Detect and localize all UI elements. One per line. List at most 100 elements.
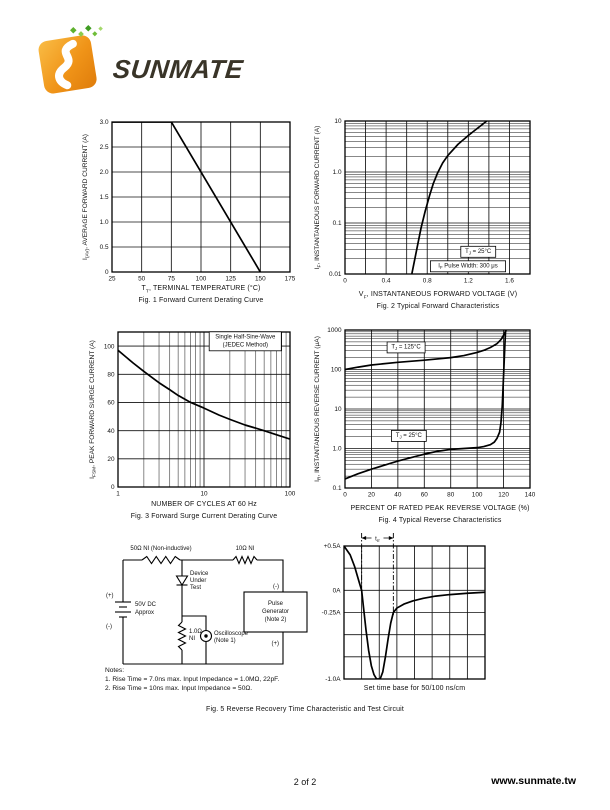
fig1-caption: Fig. 1 Forward Current Derating Curve: [138, 297, 264, 304]
pulse-generator-box: [243, 591, 308, 633]
oscilloscope-label-2: (Note 1): [214, 638, 236, 644]
svg-text:3.0: 3.0: [100, 119, 109, 126]
svg-text:40: 40: [107, 428, 115, 435]
svg-text:IF, INSTANTANEOUS FORWARD CURR: IF, INSTANTANEOUS FORWARD CURRENT (A): [314, 126, 323, 270]
fig2-typical-forward-characteristics-chart: 0 0.4 0.8 1.2 1.6 0.01 0.1 1.0 10 IF, INSTANTANEO…: [314, 118, 531, 285]
fig3-caption: Fig. 3 Forward Surge Current Derating Cu…: [130, 513, 278, 520]
svg-text:100: 100: [331, 367, 342, 374]
svg-text:TJ = 25°C: TJ = 25°C: [396, 433, 423, 440]
resistor-10ohm-label: 10Ω NI: [236, 546, 255, 552]
svg-text:0: 0: [105, 269, 109, 276]
svg-text:1.5: 1.5: [100, 194, 109, 201]
svg-text:100: 100: [472, 492, 483, 499]
svg-text:25: 25: [108, 276, 116, 283]
resistor-1ohm-icon: [177, 621, 187, 651]
note-1: 1. Rise Time = 7.0ns max. Input Impedanc…: [105, 676, 280, 683]
oscilloscope-label-1: Oscilloscope: [214, 631, 249, 637]
svg-text:20: 20: [368, 492, 376, 499]
resistor-10ohm-icon: [232, 555, 258, 565]
fig5-test-circuit-diagram: 50Ω NI (Non-inductive) 10Ω NI (+) (-) 50…: [106, 546, 308, 665]
battery-icon: [115, 601, 131, 618]
svg-text:1.2: 1.2: [464, 278, 473, 285]
fig3-x-axis-label: NUMBER OF CYCLES AT 60 Hz: [151, 501, 257, 508]
battery-plus-label: (+): [106, 593, 114, 599]
svg-text:100: 100: [285, 491, 296, 498]
fig4-caption: Fig. 4 Typical Reverse Characteristics: [378, 517, 502, 524]
pulse-generator-label-1: Pulse: [268, 601, 284, 607]
fig2-x-axis-label: VF, INSTANTANEOUS FORWARD VOLTAGE (V): [358, 291, 518, 301]
dut-label-2: Under: [190, 578, 206, 584]
sunmate-logo-svg: SUNMATE: [38, 25, 246, 94]
svg-text:20: 20: [107, 456, 115, 463]
fig4-x-axis-label: PERCENT OF RATED PEAK REVERSE VOLTAGE (%…: [350, 505, 530, 512]
svg-text:IFSM, PEAK FORWARD SURGE CURRE: IFSM, PEAK FORWARD SURGE CURRENT (A): [89, 340, 98, 479]
svg-text:100: 100: [104, 343, 115, 350]
fig5-recovery-waveform-chart: +0.5A 0A -0.25A -1.0A trr: [322, 533, 486, 683]
sunmate-logo: SUNMATE: [30, 22, 290, 96]
svg-text:I(AV), AVERAGE FORWARD CURRENT: I(AV), AVERAGE FORWARD CURRENT (A): [82, 134, 91, 260]
pulse-generator-label-3: (Note 2): [265, 617, 287, 623]
svg-text:1.0: 1.0: [333, 169, 342, 176]
svg-text:1: 1: [116, 491, 120, 498]
resistor-50ohm-icon: [141, 555, 181, 565]
svg-text:2.5: 2.5: [100, 144, 109, 151]
svg-text:0: 0: [343, 492, 347, 499]
svg-text:10: 10: [334, 406, 342, 413]
svg-text:Single Half-Sine-Wave: Single Half-Sine-Wave: [215, 334, 276, 340]
svg-text:1.6: 1.6: [505, 278, 514, 285]
svg-text:0.1: 0.1: [333, 220, 342, 227]
svg-text:120: 120: [498, 492, 509, 499]
svg-text:40: 40: [394, 492, 402, 499]
note-2: 2. Rise Time = 10ns max. Input Impedance…: [105, 685, 253, 692]
svg-text:-1.0A: -1.0A: [325, 676, 341, 683]
fig1-x-axis-label: TT, TERMINAL TEMPERATURE (°C): [141, 285, 261, 295]
notes-title: Notes:: [105, 667, 125, 674]
svg-text:60: 60: [421, 492, 429, 499]
svg-text:0.01: 0.01: [329, 271, 342, 278]
fig5-notes: Notes: 1. Rise Time = 7.0ns max. Input I…: [105, 666, 335, 693]
svg-text:140: 140: [525, 492, 536, 499]
svg-text:trr: trr: [375, 535, 380, 543]
logo-wordmark: SUNMATE: [111, 54, 245, 84]
svg-text:0: 0: [343, 278, 347, 285]
fig1-forward-current-derating-chart: 25 50 75 100 125 150 175 0 0.5 1.0 1.5 2.0 2.5 3.0 I(A…: [82, 119, 296, 283]
svg-text:0.8: 0.8: [423, 278, 432, 285]
dut-label-1: Device: [190, 571, 209, 577]
svg-text:80: 80: [107, 371, 115, 378]
svg-text:(JEDEC Method): (JEDEC Method): [223, 342, 268, 348]
svg-text:0.1: 0.1: [333, 485, 342, 492]
page-number: 2 of 2: [293, 777, 317, 787]
dut-label-3: Test: [190, 585, 201, 591]
logo-diamond-dots-icon: [70, 25, 103, 37]
svg-text:-0.25A: -0.25A: [322, 610, 342, 617]
svg-text:50: 50: [138, 276, 146, 283]
pulse-generator-minus-label: (-): [273, 584, 279, 590]
fig5-timebase-caption: Set time base for 50/100 ns/cm: [363, 685, 466, 692]
svg-text:0A: 0A: [333, 588, 342, 595]
circuit-labels: 50Ω NI (Non-inductive) 10Ω NI (+) (-) 50…: [106, 546, 289, 647]
battery-minus-label: (-): [106, 624, 112, 630]
svg-text:1.0: 1.0: [333, 446, 342, 453]
fig2-caption: Fig. 2 Typical Forward Characteristics: [376, 303, 500, 310]
svg-text:1000: 1000: [327, 327, 342, 334]
svg-text:125: 125: [225, 276, 236, 283]
svg-text:IR, INSTANTANEOUS REVERSE CURR: IR, INSTANTANEOUS REVERSE CURRENT (μA): [314, 336, 323, 482]
fig5-caption: Fig. 5 Reverse Recovery Time Characteris…: [206, 706, 404, 713]
resistor-50ohm-label: 50Ω NI (Non-inductive): [130, 546, 191, 552]
pulse-generator-plus-label: (+): [272, 641, 280, 647]
resistor-1ohm-label-1: 1.0Ω: [189, 629, 202, 635]
svg-text:TJ = 125°C: TJ = 125°C: [391, 344, 421, 351]
resistor-1ohm-label-2: NI: [189, 636, 195, 642]
diode-icon: [175, 575, 189, 587]
svg-text:1.0: 1.0: [100, 219, 109, 226]
svg-text:10: 10: [200, 491, 208, 498]
svg-text:TJ = 25°C: TJ = 25°C: [465, 249, 492, 256]
logo-mark-icon: [38, 35, 97, 94]
circuit-wires: [115, 555, 308, 665]
svg-text:0.4: 0.4: [382, 278, 391, 285]
svg-text:+0.5A: +0.5A: [324, 543, 342, 550]
battery-voltage-label-2: Approx: [135, 610, 154, 616]
svg-text:175: 175: [285, 276, 296, 283]
svg-text:0: 0: [111, 484, 115, 491]
